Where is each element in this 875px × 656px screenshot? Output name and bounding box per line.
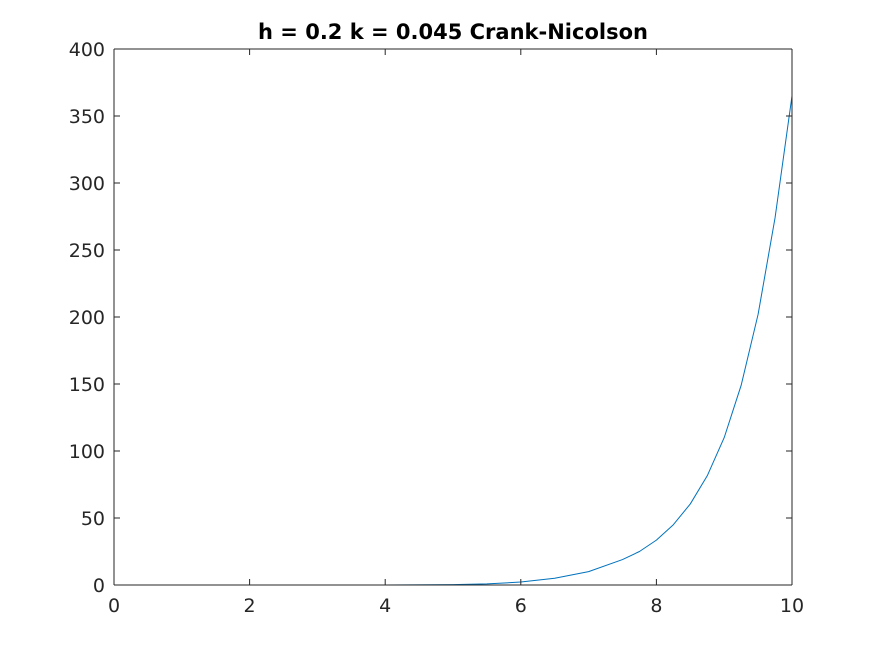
axes-box [113, 48, 793, 586]
x-tick-label: 4 [379, 595, 391, 617]
y-tick-label: 200 [69, 307, 105, 329]
plot-area [114, 49, 792, 585]
y-tick-label: 50 [81, 508, 105, 530]
x-tick-label: 8 [650, 595, 662, 617]
chart-title: h = 0.2 k = 0.045 Crank-Nicolson [258, 20, 648, 44]
y-tick-label: 350 [69, 106, 105, 128]
y-tick-label: 300 [69, 173, 105, 195]
y-tick-label: 0 [93, 575, 105, 597]
y-tick-label: 100 [69, 441, 105, 463]
y-tick-label: 400 [69, 39, 105, 61]
x-tick-label: 2 [244, 595, 256, 617]
y-tick-label: 250 [69, 240, 105, 262]
x-tick-label: 10 [780, 595, 804, 617]
x-tick-label: 6 [515, 595, 527, 617]
y-tick-label: 150 [69, 374, 105, 396]
x-tick-label: 0 [108, 595, 120, 617]
